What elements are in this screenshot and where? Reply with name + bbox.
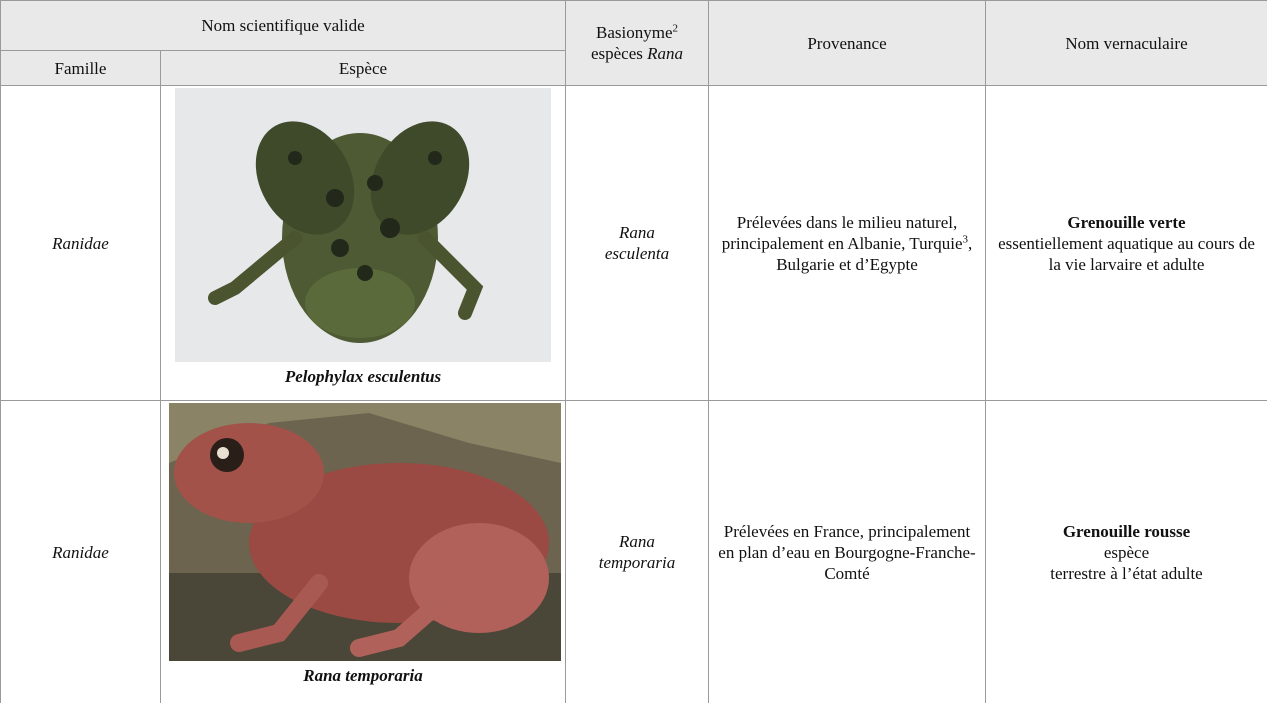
basionym-cell: Rana temporaria (565, 400, 709, 703)
header-cell: Provenance (708, 0, 986, 86)
vernacular-cell: Grenouille verte essentiellement aquatiq… (985, 85, 1267, 401)
header-row: Famille Espèce (0, 50, 1267, 86)
vernacular-name: Grenouille verte (1067, 212, 1186, 232)
header-cell: Nom vernaculaire (985, 0, 1267, 86)
provenance-cell: Prélevées en France, principalement en p… (708, 400, 986, 703)
header-row: Nom scientifique valide Basionyme2 espèc… (0, 0, 1267, 86)
footnote-ref: 3 (962, 232, 969, 245)
basionym-cell: Rana esculenta (565, 85, 709, 401)
basionym-line: temporaria (598, 553, 676, 572)
species-cell: Rana temporaria (160, 400, 566, 703)
table-row: Ranidae Pelophylax esculentus Rana escul… (0, 85, 1267, 401)
header-cell: Famille (0, 50, 161, 86)
provenance-text: Prélevées en France, principalement en p… (718, 521, 976, 583)
species-name: Pelophylax esculentus (284, 367, 442, 386)
provenance-cell: Prélevées dans le milieu naturel, princi… (708, 85, 986, 401)
basionym-line: Rana (619, 223, 655, 242)
basionym-line: esculenta (604, 244, 670, 263)
header-text: Rana (647, 44, 684, 63)
frog-photo (175, 88, 551, 362)
species-cell: Pelophylax esculentus (160, 85, 566, 401)
header-cell: Nom scientifique valide (0, 0, 566, 51)
species-name: Rana temporaria (303, 666, 423, 685)
family-cell: Ranidae (0, 400, 161, 703)
provenance-text: , Bulgarie et d’Egypte (776, 233, 973, 274)
vernacular-description: espèce (1103, 542, 1150, 562)
frog-photo (169, 403, 561, 661)
provenance-text: Prélevées dans le milieu naturel, princi… (721, 212, 963, 253)
header-text: Basionyme (596, 23, 673, 42)
header-text: espèces (590, 44, 643, 63)
header-cell: Basionyme2 espèces Rana (565, 0, 709, 86)
header-cell: Espèce (160, 50, 566, 86)
vernacular-cell: Grenouille rousse espèce terrestre à l’é… (985, 400, 1267, 703)
vernacular-name: Grenouille rousse (1062, 521, 1191, 541)
vernacular-description: terrestre à l’état adulte (1050, 563, 1203, 583)
family-cell: Ranidae (0, 85, 161, 401)
footnote-ref: 2 (672, 22, 679, 35)
vernacular-description: essentiellement aquatique au cours de la… (998, 233, 1255, 274)
table-row: Ranidae Rana temporaria Rana temporaria … (0, 400, 1267, 703)
basionym-line: Rana (619, 532, 655, 551)
